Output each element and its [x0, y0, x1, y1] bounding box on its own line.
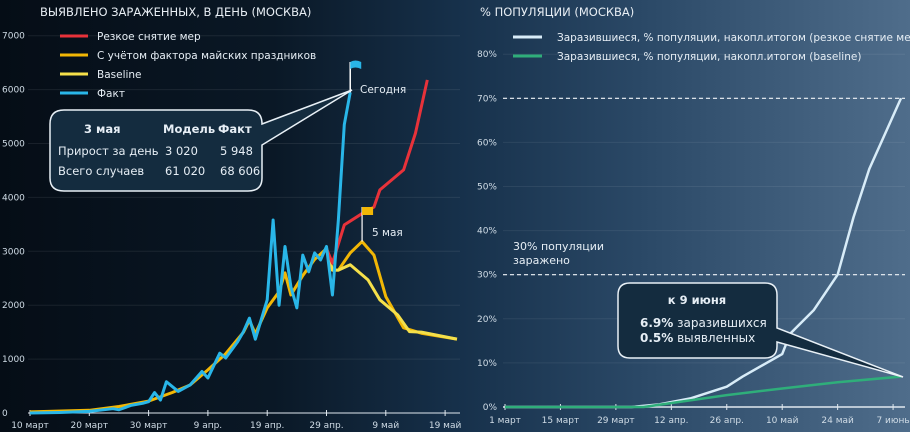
left-y-tick-label: 6000	[2, 86, 25, 96]
left-x-tick-label: 9 апр.	[194, 421, 223, 431]
legend-label: Заразившиеся, % популяции, накопл.итогом…	[557, 51, 861, 63]
left-y-tick-label: 7000	[2, 32, 25, 42]
left-x-tick-label: 19 апр.	[250, 421, 284, 431]
left-y-tick-label: 1000	[2, 355, 25, 365]
legend-label: Baseline	[97, 69, 142, 81]
callout-header: Факт	[218, 122, 252, 136]
left-x-tick-label: 29 апр.	[309, 421, 343, 431]
june9-callout-box	[617, 282, 904, 378]
right-series-line-1	[505, 375, 902, 409]
right-x-tick-label: 12 апр.	[654, 416, 688, 426]
right-x-tick-label: 1 март	[489, 416, 521, 426]
series-line-1	[29, 240, 458, 414]
series-line-2	[325, 248, 458, 341]
may5-flag-icon	[362, 207, 374, 215]
callout-text: заразившихся	[673, 316, 766, 330]
callout-cell: 61 020	[165, 164, 205, 178]
legend-label: Факт	[97, 88, 125, 100]
right-x-tick-label: 26 апр.	[710, 416, 744, 426]
callout-cell: 68 606	[220, 164, 260, 178]
callout-cell: 3 020	[165, 144, 198, 158]
today-flag-icon	[350, 60, 362, 69]
left-x-tick-label: 9 май	[372, 421, 399, 431]
left-y-tick-label: 0	[2, 409, 8, 419]
left-x-tick-label: 19 май	[429, 421, 462, 431]
right-y-tick-label: 20%	[477, 315, 497, 325]
right-x-tick-label: 15 март	[542, 416, 580, 426]
left-y-tick-label: 3000	[2, 247, 25, 257]
right-x-tick-label: 7 июнь	[876, 416, 909, 426]
callout-cell: Прирост за день	[58, 144, 159, 158]
callout-cell: Всего случаев	[58, 164, 144, 178]
left-x-tick-label: 20 март	[71, 421, 109, 431]
series-line-3	[29, 92, 352, 415]
right-y-tick-label: 40%	[477, 227, 497, 237]
callout-title: к 9 июня	[668, 293, 726, 307]
left-y-tick-label: 2000	[2, 301, 25, 311]
right-y-tick-label: 70%	[477, 94, 497, 104]
may5-label: 5 мая	[372, 227, 403, 239]
right-y-tick-label: 30%	[477, 271, 497, 281]
callout-line: 0.5% выявленных	[640, 331, 755, 345]
callout-text: выявленных	[673, 331, 755, 345]
callout-header: Модель	[163, 122, 215, 136]
left-y-tick-label: 5000	[2, 140, 25, 150]
callout-line: 6.9% заразившихся	[640, 316, 767, 330]
right-y-tick-label: 10%	[477, 359, 497, 369]
right-y-tick-label: 80%	[477, 50, 497, 60]
right-y-tick-label: 50%	[477, 183, 497, 193]
today-callout-box	[49, 89, 353, 192]
legend-label: С учётом фактора майских праздников	[97, 50, 316, 62]
threshold-label: заражено	[513, 254, 570, 267]
legend-label: Резкое снятие мер	[97, 31, 201, 43]
callout-cell: 5 948	[220, 144, 253, 158]
right-x-tick-label: 10 май	[766, 416, 799, 426]
left-x-tick-label: 30 март	[130, 421, 168, 431]
callout-value: 0.5%	[640, 331, 673, 345]
callout-header: 3 мая	[84, 122, 121, 136]
right-y-tick-label: 0%	[483, 403, 498, 413]
today-label: Сегодня	[360, 84, 406, 96]
left-y-tick-label: 4000	[2, 193, 25, 203]
left-chart-title: ВЫЯВЛЕНО ЗАРАЖЕННЫХ, В ДЕНЬ (МОСКВА)	[40, 5, 311, 19]
legend-label: Заразившиеся, % популяции, накопл.итогом…	[557, 32, 910, 44]
callout-value: 6.9%	[640, 316, 673, 330]
right-x-tick-label: 29 март	[597, 416, 635, 426]
right-y-tick-label: 60%	[477, 138, 497, 148]
threshold-label: 30% популяции	[513, 240, 604, 253]
left-x-tick-label: 10 март	[11, 421, 49, 431]
right-chart-title: % ПОПУЛЯЦИИ (МОСКВА)	[480, 5, 634, 19]
right-x-tick-label: 24 май	[821, 416, 854, 426]
